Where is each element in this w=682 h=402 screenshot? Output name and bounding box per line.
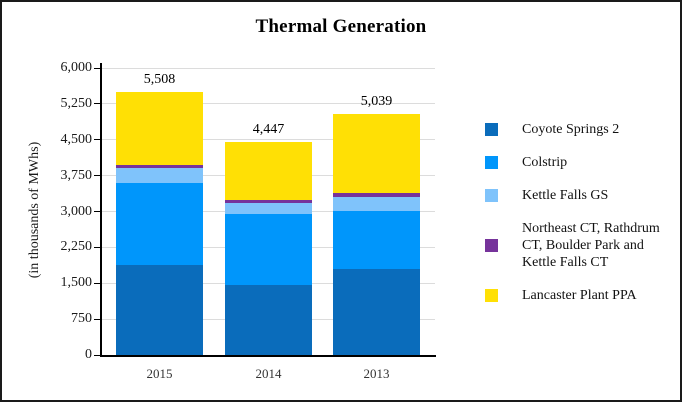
bar-total-label: 4,447 [252, 122, 285, 138]
x-axis-line [100, 355, 436, 357]
x-tick-label: 2013 [363, 366, 390, 381]
bar-segment [116, 265, 203, 355]
y-tick-mark [94, 354, 100, 356]
legend: Coyote Springs 2 Colstrip Kettle Falls GS N… [485, 121, 663, 304]
y-tick-label: 3,000 [60, 203, 93, 219]
y-tick-mark [94, 67, 100, 69]
legend-swatch [485, 239, 498, 252]
bar-segment [333, 193, 420, 197]
y-tick-mark [94, 246, 100, 248]
bar-segment [225, 213, 312, 285]
y-tick-mark [94, 175, 100, 177]
y-tick-mark [94, 139, 100, 141]
bar-segment [333, 196, 420, 211]
bar-segment [225, 202, 312, 214]
y-tick-label: 5,250 [60, 95, 93, 111]
legend-entry: Colstrip [485, 154, 663, 171]
gridline [102, 103, 435, 105]
legend-swatch [485, 123, 498, 136]
y-tick-mark [94, 282, 100, 284]
x-tick-label: 2014 [255, 366, 282, 381]
bar-segment [225, 142, 312, 201]
bar-segment [333, 269, 420, 355]
bar-total-label: 5,039 [360, 93, 393, 109]
y-tick-mark [94, 103, 100, 105]
bar-segment [333, 113, 420, 194]
legend-swatch [485, 189, 498, 202]
y-tick-label: 2,250 [60, 239, 93, 255]
legend-swatch [485, 289, 498, 302]
y-tick-label: 0 [85, 347, 92, 362]
y-tick-label: 3,750 [60, 167, 93, 183]
gridline [102, 139, 435, 141]
gridline [102, 67, 435, 69]
y-tick-label: 750 [71, 311, 92, 327]
chart-title: Thermal Generation [255, 16, 427, 37]
plot-area: 6,000 5,250 4,500 3,750 3,000 2,250 1,500 750 0 5… [61, 60, 436, 381]
bar-segment [225, 284, 312, 355]
legend-entry: Lancaster Plant PPA [485, 287, 663, 304]
bar-total-label: 5,508 [143, 71, 176, 87]
y-tick-mark [94, 318, 100, 320]
legend-label: Lancaster Plant PPA [522, 288, 637, 303]
legend-entry: Kettle Falls GS [485, 187, 663, 204]
legend-entry: Northeast CT, Rathdrum CT, Boulder Park … [485, 220, 663, 271]
legend-label: Northeast CT, Rathdrum CT, Boulder Park … [522, 221, 660, 270]
bar-segment [333, 210, 420, 270]
y-tick-label: 1,500 [60, 275, 93, 291]
legend-label: Coyote Springs 2 [522, 122, 620, 137]
y-tick-label: 4,500 [60, 131, 93, 147]
legend-entry: Coyote Springs 2 [485, 121, 663, 138]
bar-segment [116, 164, 203, 168]
y-tick-mark [94, 211, 100, 212]
y-tick-label: 6,000 [60, 60, 93, 75]
legend-swatch [485, 156, 498, 169]
bar-segment [225, 200, 312, 203]
x-tick-label: 2015 [146, 366, 173, 381]
bar-segment [116, 91, 203, 165]
legend-label: Colstrip [522, 155, 568, 170]
y-axis-line [100, 63, 102, 357]
bar-segment [116, 183, 203, 266]
bar-segment [116, 167, 203, 184]
legend-label: Kettle Falls GS [522, 188, 609, 203]
